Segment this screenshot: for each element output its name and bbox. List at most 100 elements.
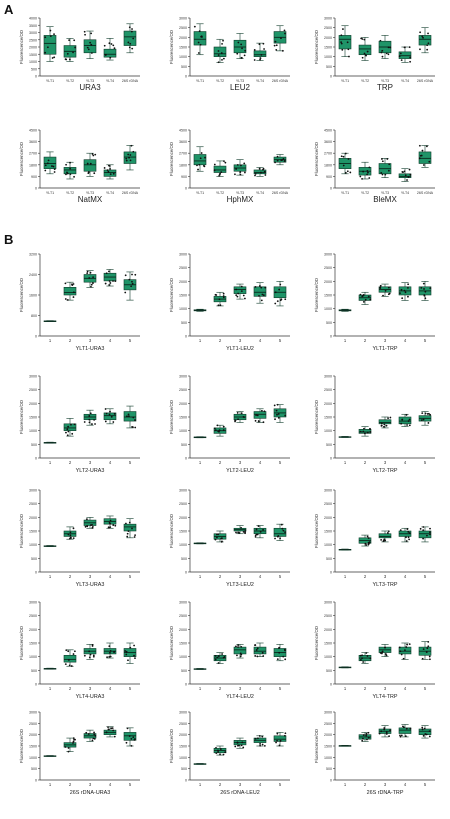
data-point bbox=[109, 651, 111, 654]
data-point bbox=[94, 153, 97, 156]
y-axis-label: Fluorescence/OD bbox=[19, 278, 24, 312]
data-point bbox=[109, 519, 112, 522]
x-tick-label: 3 bbox=[384, 574, 387, 579]
y-tick-label: 2000 bbox=[179, 280, 187, 284]
y-tick-label: 500 bbox=[326, 65, 332, 69]
data-point bbox=[428, 531, 431, 534]
box-3 bbox=[378, 283, 392, 297]
data-point bbox=[105, 412, 108, 415]
data-point bbox=[362, 294, 365, 296]
data-point bbox=[428, 412, 430, 415]
data-point bbox=[109, 56, 112, 59]
y-axis-label: Fluorescence/OD bbox=[314, 30, 319, 64]
data-point bbox=[361, 177, 363, 180]
data-point bbox=[281, 159, 284, 161]
data-point bbox=[71, 432, 74, 435]
data-point bbox=[217, 304, 220, 307]
y-tick-label: 2500 bbox=[29, 38, 37, 42]
chart-b11: 0 500 1000 1500 2000 2500 3000 Fluorescence/OD 1… bbox=[169, 601, 290, 700]
data-point bbox=[69, 531, 72, 534]
x-tick-label: 5 bbox=[279, 686, 282, 691]
data-point bbox=[92, 655, 95, 658]
x-tick-label: 4 bbox=[259, 338, 262, 343]
box-body bbox=[233, 646, 247, 655]
data-point bbox=[418, 144, 421, 147]
data-point bbox=[89, 41, 92, 44]
data-point bbox=[254, 419, 257, 422]
y-tick-label: 1500 bbox=[29, 745, 37, 749]
data-point bbox=[221, 42, 223, 45]
y-tick-label: 0 bbox=[35, 683, 37, 687]
box-2 bbox=[63, 737, 77, 753]
data-point bbox=[420, 419, 423, 421]
chart-b9: 0 500 1000 1500 2000 2500 3000 Fluorescence/OD 1… bbox=[314, 489, 435, 588]
box-body bbox=[398, 51, 412, 59]
data-point bbox=[420, 154, 423, 157]
box-2 bbox=[213, 291, 227, 307]
data-point bbox=[258, 43, 261, 46]
chart-b1: 0 800 1600 2400 3200 Fluorescence/OD 1 2 3 4 5 YLT1… bbox=[19, 253, 140, 352]
x-tick-label: 4 bbox=[259, 574, 262, 579]
data-point bbox=[424, 412, 427, 415]
data-point bbox=[92, 154, 95, 157]
x-tick-label: 1 bbox=[49, 686, 52, 691]
data-point bbox=[239, 171, 242, 174]
data-point bbox=[217, 533, 220, 536]
x-tick-label: 2 bbox=[69, 782, 72, 787]
data-point bbox=[106, 656, 108, 659]
data-point bbox=[359, 293, 362, 296]
y-tick-label: 2500 bbox=[29, 614, 37, 618]
data-point bbox=[282, 655, 285, 658]
data-point bbox=[429, 287, 432, 290]
x-tick-label: 5 bbox=[424, 338, 427, 343]
data-point bbox=[259, 530, 262, 533]
y-tick-label: 3000 bbox=[29, 711, 37, 715]
data-point bbox=[131, 527, 133, 530]
y-tick-label: 3600 bbox=[324, 140, 332, 144]
data-point bbox=[65, 431, 67, 434]
box-3 bbox=[378, 644, 392, 657]
data-point bbox=[134, 419, 136, 421]
data-point bbox=[240, 526, 243, 529]
y-tick-label: 1500 bbox=[179, 642, 187, 646]
y-tick-label: 2000 bbox=[179, 628, 187, 632]
data-point bbox=[235, 531, 237, 534]
data-point bbox=[399, 650, 402, 653]
box-body bbox=[103, 169, 117, 177]
y-tick-label: 1000 bbox=[29, 655, 37, 659]
data-point bbox=[89, 162, 92, 165]
box-4 bbox=[103, 164, 117, 180]
data-point bbox=[240, 290, 243, 293]
data-point bbox=[220, 537, 223, 540]
x-tick-label: 3 bbox=[89, 338, 92, 343]
box-4 bbox=[103, 726, 117, 738]
x-tick-label: 2 bbox=[219, 574, 222, 579]
data-point bbox=[280, 523, 283, 526]
data-point bbox=[383, 728, 386, 731]
data-point bbox=[104, 282, 107, 285]
data-point bbox=[222, 753, 225, 756]
data-point bbox=[125, 157, 128, 160]
y-tick-label: 2000 bbox=[179, 516, 187, 520]
data-point bbox=[426, 647, 429, 650]
data-point bbox=[425, 651, 428, 653]
data-point bbox=[421, 412, 424, 415]
data-point bbox=[369, 657, 372, 660]
y-tick-label: 0 bbox=[185, 779, 187, 783]
data-point bbox=[362, 170, 365, 173]
data-point bbox=[256, 647, 259, 650]
data-point bbox=[421, 728, 424, 731]
data-point bbox=[425, 145, 428, 148]
data-point bbox=[367, 171, 369, 174]
data-point bbox=[427, 422, 430, 424]
data-point bbox=[218, 175, 221, 177]
data-point bbox=[88, 656, 91, 659]
y-tick-label: 2500 bbox=[29, 502, 37, 506]
data-point bbox=[244, 171, 246, 174]
box-3 bbox=[83, 30, 97, 59]
y-tick-label: 3500 bbox=[29, 24, 37, 28]
data-point bbox=[125, 650, 128, 653]
data-point bbox=[70, 423, 72, 426]
data-point bbox=[127, 413, 130, 416]
data-point bbox=[406, 424, 408, 426]
